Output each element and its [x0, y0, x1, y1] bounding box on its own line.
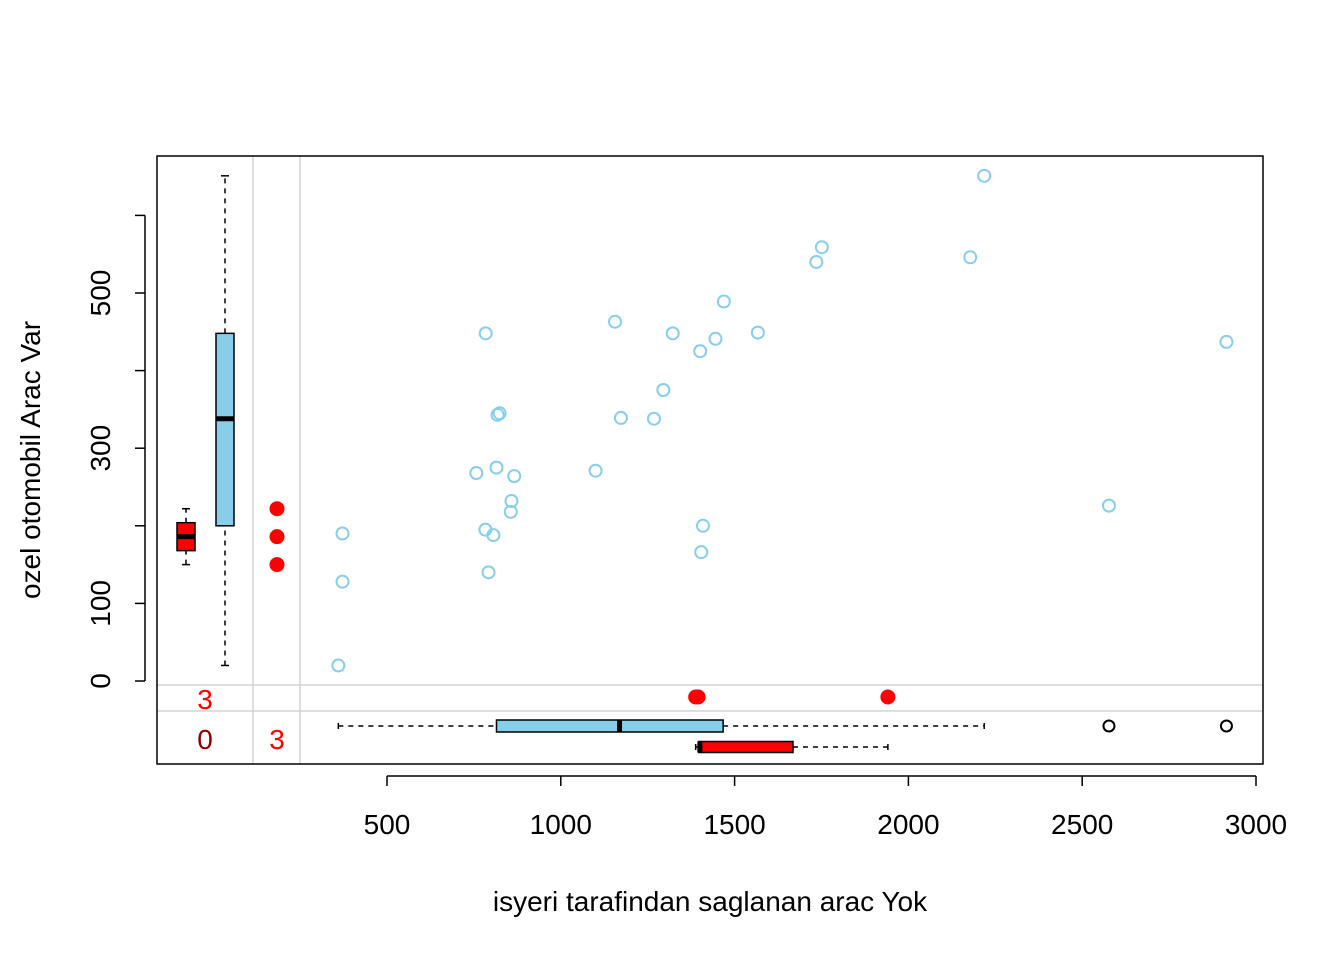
y-tick-label-3: 500	[85, 270, 116, 317]
data-point-s0-15	[608, 314, 623, 329]
data-point-s0-23	[708, 331, 723, 346]
data-point-s0-8	[489, 460, 504, 475]
data-point-s0-20	[693, 344, 708, 359]
x-tick-label-1: 1000	[530, 809, 592, 840]
data-point-s2-1	[269, 529, 285, 545]
data-point-s0-29	[977, 168, 992, 183]
data-point-s1-1	[690, 689, 706, 705]
x-tick-label-3: 2000	[877, 809, 939, 840]
y-axis-title: ozel otomobil Arac Var	[15, 321, 46, 599]
data-point-s0-17	[646, 411, 661, 426]
y-tick-label-0: 0	[85, 673, 116, 689]
x-axis-title: isyeri tarafindan saglanan arac Yok	[493, 886, 928, 917]
missing-counts: 3 0 3	[197, 684, 285, 755]
scatter-points	[269, 168, 1234, 705]
boxplot-y-yok	[176, 507, 196, 566]
data-point-s0-14	[588, 463, 603, 478]
data-point-s0-31	[1219, 334, 1234, 349]
boxplot-x-var-outlier-0	[1102, 719, 1116, 733]
data-point-s0-24	[716, 294, 731, 309]
data-point-s0-5	[478, 326, 493, 341]
count-label-missing_y_nonmissing_x_yok: 3	[269, 724, 285, 755]
data-point-s0-25	[750, 325, 765, 340]
x-tick-label-4: 2500	[1051, 809, 1113, 840]
boxplot-x-var	[337, 719, 1233, 733]
plot-frame	[156, 155, 1264, 765]
data-point-s0-22	[695, 518, 710, 533]
data-point-s1-2	[880, 689, 896, 705]
margin-separator-lines	[157, 156, 1263, 764]
data-point-s0-19	[665, 326, 680, 341]
x-tick-label-5: 3000	[1225, 809, 1287, 840]
y-tick-label-1: 100	[85, 580, 116, 627]
data-point-s0-9	[490, 407, 505, 422]
data-point-s0-21	[694, 545, 709, 560]
data-point-s2-0	[269, 501, 285, 517]
data-point-s0-2	[335, 574, 350, 589]
data-point-s0-1	[335, 526, 350, 541]
data-point-s0-6	[481, 565, 496, 580]
count-label-missing_x_nonmissing_y_var: 3	[197, 684, 213, 715]
x-tick-label-2: 1500	[703, 809, 765, 840]
data-point-s0-18	[656, 383, 671, 397]
data-point-s0-0	[331, 658, 346, 673]
boxplot-y-var	[215, 175, 235, 667]
boxplot-x-yok-box	[698, 740, 794, 754]
data-point-s0-10	[492, 406, 507, 421]
boxplot-y-var-box	[215, 332, 235, 527]
marginal-boxplots	[176, 175, 1233, 754]
data-point-s0-3	[469, 466, 484, 481]
data-point-s0-16	[613, 410, 628, 425]
data-point-s2-2	[269, 557, 285, 573]
data-point-s0-7	[486, 528, 501, 543]
boxplot-x-var-outlier-1	[1219, 719, 1233, 733]
axes: 500 1000 1500 2000 2500 3000 0 100 300 500	[85, 214, 1287, 840]
data-point-s0-30	[1101, 498, 1116, 513]
data-point-s0-11	[503, 504, 518, 519]
data-point-s0-28	[963, 250, 978, 265]
data-point-s0-13	[507, 469, 522, 484]
boxplot-x-yok	[694, 740, 889, 754]
data-point-s0-12	[504, 493, 519, 508]
data-point-s0-26	[809, 254, 824, 269]
x-tick-label-0: 500	[364, 809, 411, 840]
boxplot-x-var-box	[495, 719, 724, 733]
count-label-missing_both_var: 0	[197, 724, 213, 755]
y-tick-label-2: 300	[85, 425, 116, 472]
data-point-s0-27	[814, 240, 829, 255]
